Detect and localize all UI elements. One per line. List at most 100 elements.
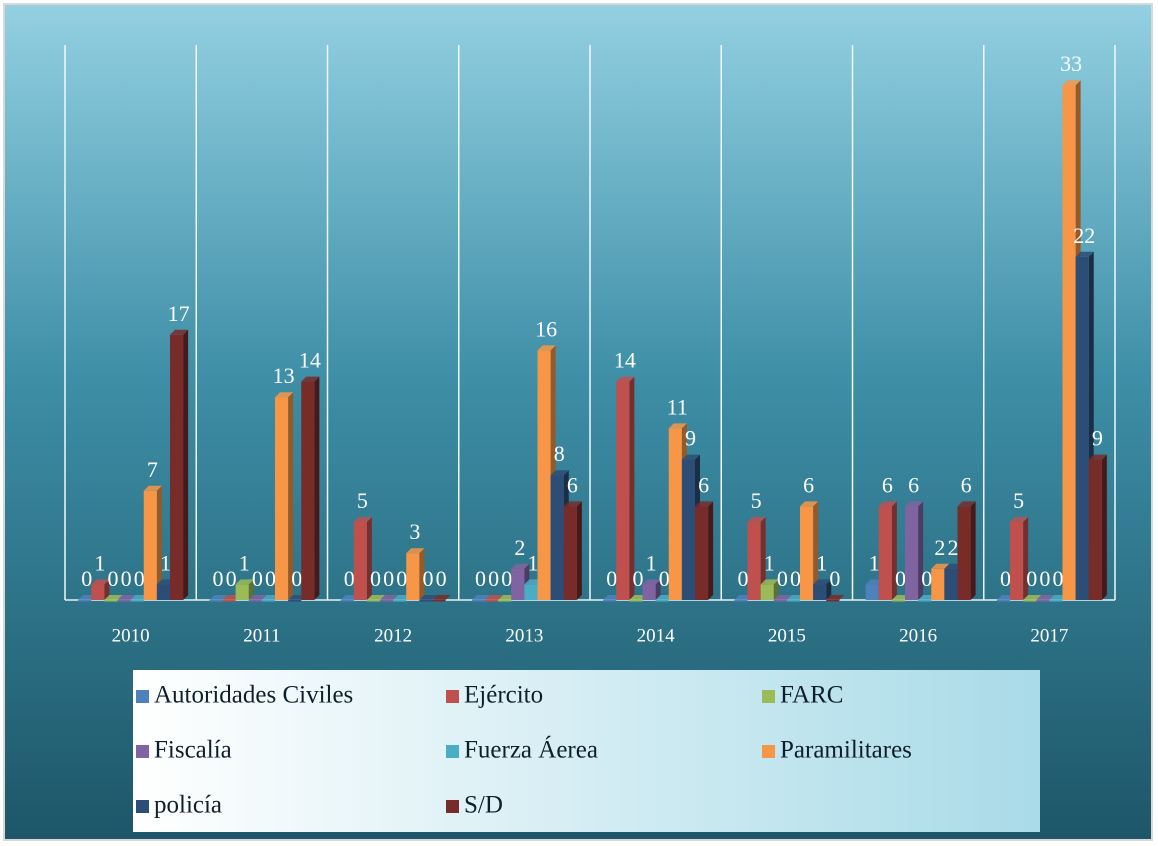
data-label: 0 — [134, 566, 145, 591]
bar-side — [288, 392, 294, 600]
bar-top — [1036, 595, 1055, 600]
bar — [485, 600, 499, 602]
bar — [222, 600, 236, 602]
bar — [813, 584, 827, 600]
x-tick-label: 2011 — [243, 625, 280, 646]
x-tick-label: 2014 — [637, 625, 676, 646]
data-label: 1 — [764, 550, 775, 575]
data-label: 17 — [168, 301, 190, 326]
bar — [406, 553, 420, 600]
bar — [944, 568, 958, 600]
bar-top — [747, 517, 766, 522]
data-label: 0 — [777, 566, 788, 591]
legend-label: Paramilitares — [780, 737, 912, 764]
data-label: 2 — [514, 535, 525, 560]
bar-top — [248, 595, 267, 600]
bar — [563, 506, 577, 600]
bar-top — [1010, 517, 1029, 522]
data-label: 0 — [422, 566, 433, 591]
data-label: 3 — [409, 519, 420, 544]
data-label: 1 — [160, 550, 171, 575]
data-label: 22 — [1073, 223, 1095, 248]
bar — [130, 600, 144, 602]
bar-top — [681, 454, 700, 460]
data-label: 6 — [698, 472, 709, 497]
bar — [366, 600, 380, 602]
bar-side — [891, 501, 897, 600]
legend-label: policía — [154, 792, 222, 819]
bar-top — [537, 345, 556, 351]
bar — [353, 522, 367, 600]
legend-label: Autoridades Civiles — [154, 682, 353, 709]
bar-side — [1023, 517, 1029, 600]
bar — [931, 568, 945, 600]
data-label: 2 — [934, 535, 945, 560]
bar — [616, 381, 630, 600]
bar-top — [432, 595, 451, 600]
legend-swatch — [136, 800, 149, 813]
data-label: 0 — [252, 566, 263, 591]
data-label: 1 — [816, 550, 827, 575]
data-label: 16 — [535, 316, 557, 341]
bar-side — [419, 548, 425, 600]
bar-top — [695, 501, 714, 507]
bar-top — [406, 548, 425, 554]
bar — [760, 584, 774, 600]
bar-top — [419, 595, 438, 600]
bar-top — [366, 595, 385, 600]
data-label: 1 — [527, 550, 538, 575]
bar — [865, 584, 879, 600]
bar-side — [708, 501, 714, 600]
bar — [1088, 459, 1102, 600]
bar-top — [170, 329, 189, 335]
data-label: 11 — [667, 394, 688, 419]
bar-top — [380, 595, 399, 600]
bar-top — [91, 579, 110, 585]
data-label: 9 — [1092, 426, 1103, 451]
x-tick-label: 2012 — [374, 625, 412, 646]
bar — [905, 506, 919, 600]
bar-top — [1062, 80, 1081, 86]
data-label: 0 — [737, 566, 748, 591]
bar — [524, 584, 538, 600]
data-label: 14 — [299, 348, 321, 373]
data-label: 0 — [212, 566, 223, 591]
bar-top — [931, 563, 950, 569]
bar-side — [104, 579, 110, 600]
bar — [891, 600, 905, 602]
x-tick-label: 2015 — [768, 625, 806, 646]
bar-top — [104, 595, 123, 600]
bar — [747, 522, 761, 600]
data-label: 14 — [614, 348, 636, 373]
data-label: 0 — [790, 566, 801, 591]
bar — [91, 584, 105, 600]
bar-side — [183, 329, 189, 600]
bar-top — [773, 595, 792, 600]
bar — [655, 600, 669, 602]
bar-top — [800, 501, 819, 507]
data-label: 0 — [81, 566, 92, 591]
legend-label: Ejército — [464, 682, 543, 709]
bar — [248, 600, 262, 602]
data-label: 6 — [882, 472, 893, 497]
bar-top — [878, 501, 897, 507]
bar-top — [563, 501, 582, 507]
data-label: 0 — [121, 566, 132, 591]
bar-side — [813, 501, 819, 600]
bar — [1010, 522, 1024, 600]
data-label: 0 — [370, 566, 381, 591]
data-label: 0 — [107, 566, 118, 591]
bar-side — [760, 517, 766, 600]
data-label: 0 — [895, 566, 906, 591]
bar — [773, 600, 787, 602]
data-label: 1 — [239, 550, 250, 575]
legend-label: FARC — [780, 682, 843, 709]
legend-box — [133, 670, 1040, 832]
bar — [826, 600, 840, 602]
bar — [603, 600, 617, 602]
bar — [143, 490, 157, 600]
data-label: 6 — [567, 472, 578, 497]
data-label: 0 — [488, 566, 499, 591]
bar-top — [760, 579, 779, 585]
bar — [340, 600, 354, 602]
